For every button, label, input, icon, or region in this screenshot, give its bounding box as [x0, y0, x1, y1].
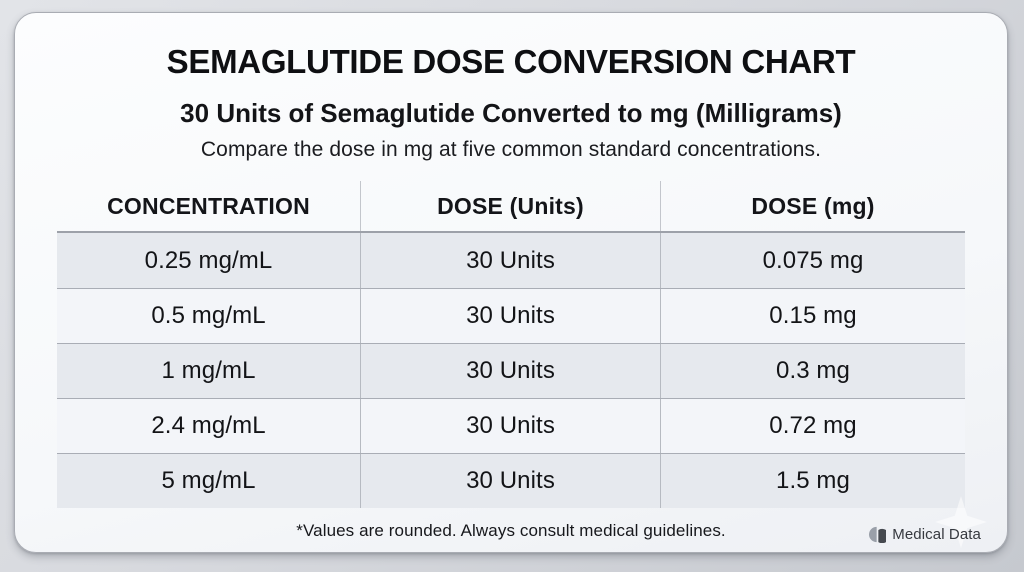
page-title: SEMAGLUTIDE DOSE CONVERSION CHART: [166, 43, 856, 80]
cell-concentration: 1 mg/mL: [161, 357, 256, 384]
cell-dose-mg: 0.3 mg: [660, 344, 965, 398]
medical-data-logo-icon: [869, 526, 887, 543]
cell-concentration: 0.5 mg/mL: [151, 302, 266, 329]
table-header-row: CONCENTRATION DOSE (Units) DOSE (mg): [57, 181, 965, 233]
brand-name: Medical Data: [892, 526, 981, 543]
cell-dose-units: 30 Units: [360, 344, 660, 398]
cell-dose-units: 30 Units: [360, 233, 660, 288]
table-row: 0.25 mg/mL 30 Units 0.075 mg: [57, 233, 965, 288]
header-block: SEMAGLUTIDE DOSE CONVERSION CHART 30 Uni…: [15, 13, 1007, 162]
cell-concentration: 2.4 mg/mL: [151, 412, 266, 439]
cell-dose-units: 30 Units: [360, 289, 660, 343]
cell-dose-units: 30 Units: [360, 399, 660, 453]
table-row: 2.4 mg/mL 30 Units 0.72 mg: [57, 398, 965, 453]
brand-mark: Medical Data: [869, 526, 981, 543]
column-header-dose-units: DOSE (Units): [360, 181, 660, 231]
table-row: 0.5 mg/mL 30 Units 0.15 mg: [57, 288, 965, 343]
dose-conversion-table: CONCENTRATION DOSE (Units) DOSE (mg) 0.2…: [57, 181, 965, 508]
cell-dose-units: 30 Units: [360, 454, 660, 508]
cell-concentration: 0.25 mg/mL: [144, 246, 273, 274]
page-tagline: Compare the dose in mg at five common st…: [200, 138, 822, 161]
cell-dose-mg: 0.72 mg: [660, 399, 965, 453]
footnote: *Values are rounded. Always consult medi…: [296, 521, 726, 540]
page-subtitle: 30 Units of Semaglutide Converted to mg …: [180, 98, 842, 128]
cell-dose-mg: 0.15 mg: [660, 289, 965, 343]
cell-dose-mg: 0.075 mg: [660, 233, 965, 288]
chart-card: SEMAGLUTIDE DOSE CONVERSION CHART 30 Uni…: [14, 12, 1008, 553]
column-header-dose-mg: DOSE (mg): [660, 181, 965, 231]
column-header-concentration: CONCENTRATION: [107, 192, 310, 219]
table-row: 5 mg/mL 30 Units 1.5 mg: [57, 453, 965, 508]
cell-concentration: 5 mg/mL: [161, 467, 256, 494]
table-row: 1 mg/mL 30 Units 0.3 mg: [57, 343, 965, 398]
cell-dose-mg: 1.5 mg: [660, 454, 965, 508]
